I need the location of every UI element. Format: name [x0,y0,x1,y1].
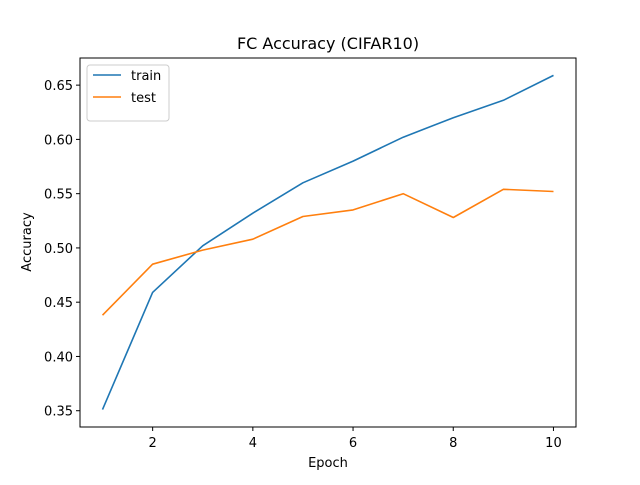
x-tick-label: 10 [545,436,562,451]
y-tick-label: 0.60 [44,133,73,148]
x-tick-label: 8 [449,436,457,451]
legend-box [86,64,170,122]
x-axis-ticks: 2 4 6 8 10 [149,427,562,451]
legend: train test [86,64,170,122]
x-tick-label: 4 [249,436,257,451]
y-axis-label: Accuracy [20,212,35,272]
chart-title: FC Accuracy (CIFAR10) [237,34,419,53]
legend-label-test: test [131,91,156,106]
y-axis-ticks: 0.35 0.40 0.45 0.50 0.55 0.60 0.65 [44,79,80,420]
x-tick-label: 6 [349,436,357,451]
series-line-test [101,188,554,316]
y-tick-label: 0.50 [44,242,73,257]
x-tick-label: 2 [149,436,157,451]
series-line-train [101,74,554,410]
y-tick-label: 0.40 [44,350,73,365]
y-tick-label: 0.45 [44,296,73,311]
plot-area-frame [79,57,577,428]
y-tick-label: 0.65 [44,79,73,94]
plot-lines [101,74,554,410]
y-tick-label: 0.55 [44,188,73,203]
y-tick-label: 0.35 [44,405,73,420]
x-axis-label: Epoch [308,456,348,471]
legend-label-train: train [131,69,161,84]
